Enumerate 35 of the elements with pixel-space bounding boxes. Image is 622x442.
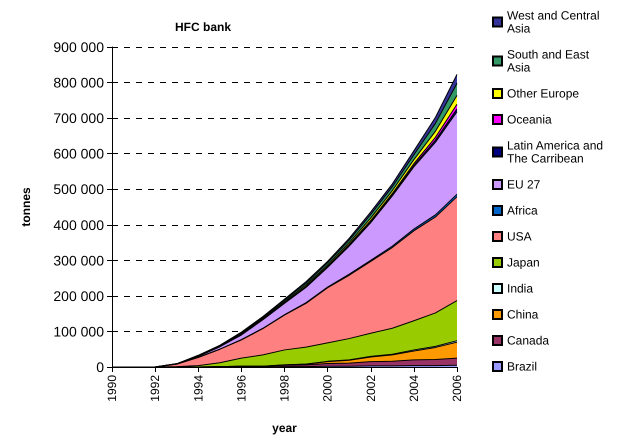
y-axis-title: tonnes — [19, 187, 33, 227]
legend-label: Oceania — [507, 112, 552, 126]
legend-label: West and Central Asia — [507, 8, 603, 36]
legend-label: South and East Asia — [507, 48, 592, 74]
legend-label: Japan — [507, 256, 540, 270]
x-tick-label: 1996 — [234, 374, 248, 402]
x-axis-title: year — [272, 421, 298, 435]
legend-label: EU 27 — [507, 178, 541, 192]
x-tick-label: 2004 — [406, 374, 421, 402]
legend-label: USA — [507, 230, 532, 244]
x-tick-label: 1994 — [191, 374, 206, 402]
legend-label: Latin America and The Carribean — [507, 138, 606, 166]
y-tick-label: 400 000 — [53, 216, 104, 233]
y-tick-label: 300 000 — [53, 252, 104, 268]
legend-label: Africa — [507, 204, 538, 218]
legend-label: China — [507, 308, 539, 322]
x-tick-label: 1990 — [105, 374, 119, 402]
x-tick-label: 1998 — [278, 374, 292, 402]
legend-label: Other Europe — [507, 86, 580, 100]
x-tick-label: 2000 — [320, 374, 335, 402]
y-tick-label: 200 000 — [53, 288, 104, 304]
y-tick-label: 900 000 — [53, 39, 104, 55]
y-tick-label: 800 000 — [53, 74, 104, 91]
y-tick-label: 700 000 — [53, 110, 104, 126]
y-tick-label: 100 000 — [53, 323, 104, 340]
chart-title: HFC bank — [175, 20, 232, 34]
x-tick-label: 1992 — [148, 374, 162, 402]
y-tick-label: 500 000 — [53, 181, 104, 198]
legend-label: Canada — [507, 334, 550, 348]
legend-label: Brazil — [507, 360, 538, 374]
y-tick-label: 600 000 — [53, 146, 104, 162]
y-tick-label: 0 — [96, 359, 104, 375]
legend-label: India — [507, 282, 534, 296]
x-tick-label: 2006 — [450, 374, 464, 402]
x-tick-label: 2002 — [364, 374, 378, 402]
